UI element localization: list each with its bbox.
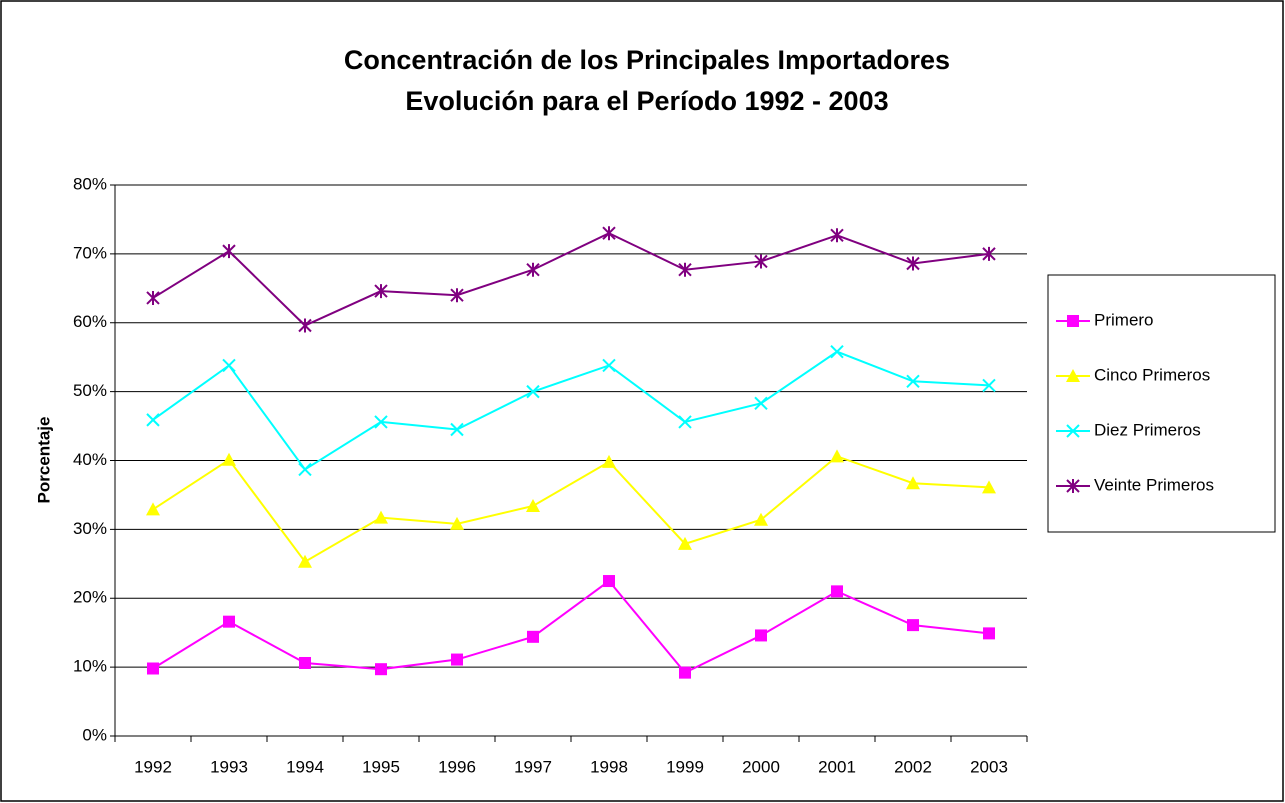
series-line bbox=[152, 232, 990, 327]
marker bbox=[147, 662, 159, 675]
marker bbox=[830, 344, 844, 359]
marker bbox=[678, 262, 692, 277]
marker bbox=[222, 452, 236, 466]
x-tick-label: 1995 bbox=[362, 757, 400, 776]
legend-label: Cinco Primeros bbox=[1094, 365, 1210, 384]
marker bbox=[450, 422, 464, 437]
marker bbox=[982, 480, 996, 494]
marker bbox=[526, 498, 540, 512]
x-tick-label: 1998 bbox=[590, 757, 628, 776]
marker bbox=[299, 656, 311, 669]
chart-title: Concentración de los Principales Importa… bbox=[344, 45, 950, 75]
y-tick-label: 30% bbox=[73, 519, 107, 538]
marker bbox=[374, 415, 388, 429]
marker bbox=[907, 619, 919, 632]
legend-label: Veinte Primeros bbox=[1094, 475, 1214, 494]
marker bbox=[754, 254, 768, 269]
marker bbox=[830, 449, 844, 463]
series-line bbox=[152, 579, 990, 674]
legend-label: Primero bbox=[1094, 310, 1154, 329]
marker bbox=[526, 262, 540, 277]
marker bbox=[831, 585, 843, 598]
marker bbox=[146, 290, 160, 305]
x-tick-label: 2003 bbox=[970, 757, 1008, 776]
marker bbox=[374, 284, 388, 299]
marker bbox=[450, 516, 464, 530]
marker bbox=[602, 358, 616, 373]
x-tick-label: 1996 bbox=[438, 757, 476, 776]
marker bbox=[146, 413, 160, 427]
y-tick-label: 20% bbox=[73, 588, 107, 607]
marker bbox=[983, 627, 995, 640]
y-tick-label: 0% bbox=[82, 725, 107, 744]
marker bbox=[298, 554, 312, 568]
x-tick-label: 1999 bbox=[666, 757, 704, 776]
y-tick-label: 10% bbox=[73, 657, 107, 676]
legend-box bbox=[1047, 274, 1276, 533]
marker bbox=[298, 462, 312, 477]
marker bbox=[906, 256, 920, 271]
marker bbox=[527, 630, 539, 643]
marker bbox=[375, 663, 387, 676]
marker bbox=[374, 510, 388, 524]
marker bbox=[678, 415, 692, 429]
marker bbox=[451, 653, 463, 666]
marker bbox=[146, 502, 160, 516]
x-tick-label: 2002 bbox=[894, 757, 932, 776]
marker bbox=[906, 374, 920, 389]
marker bbox=[1067, 315, 1079, 327]
marker bbox=[602, 226, 616, 241]
chart-subtitle: Evolución para el Período 1992 - 2003 bbox=[405, 86, 888, 116]
x-tick-label: 2001 bbox=[818, 757, 856, 776]
marker bbox=[678, 536, 692, 550]
y-tick-label: 50% bbox=[73, 381, 107, 400]
marker bbox=[1066, 424, 1080, 438]
marker bbox=[603, 575, 615, 588]
x-tick-label: 1992 bbox=[134, 757, 172, 776]
marker bbox=[450, 288, 464, 303]
series-line bbox=[152, 455, 990, 564]
y-tick-label: 80% bbox=[73, 174, 107, 193]
marker bbox=[906, 476, 920, 490]
y-axis-label: Porcentaje bbox=[34, 417, 53, 504]
series-line bbox=[152, 350, 990, 471]
y-tick-label: 60% bbox=[73, 312, 107, 331]
marker bbox=[754, 512, 768, 526]
y-tick-label: 40% bbox=[73, 450, 107, 469]
legend-label: Diez Primeros bbox=[1094, 420, 1201, 439]
y-tick-label: 70% bbox=[73, 243, 107, 262]
marker bbox=[982, 246, 996, 261]
marker bbox=[298, 318, 312, 333]
x-tick-label: 1997 bbox=[514, 757, 552, 776]
marker bbox=[526, 384, 540, 399]
x-tick-label: 2000 bbox=[742, 757, 780, 776]
marker bbox=[679, 666, 691, 679]
marker bbox=[1066, 369, 1080, 382]
marker bbox=[755, 629, 767, 642]
marker bbox=[222, 358, 236, 373]
marker bbox=[602, 454, 616, 468]
marker bbox=[1066, 479, 1080, 493]
marker bbox=[830, 228, 844, 243]
x-tick-label: 1994 bbox=[286, 757, 324, 776]
marker bbox=[754, 396, 768, 411]
marker bbox=[222, 244, 236, 259]
marker bbox=[982, 378, 996, 393]
marker bbox=[223, 615, 235, 628]
x-tick-label: 1993 bbox=[210, 757, 248, 776]
